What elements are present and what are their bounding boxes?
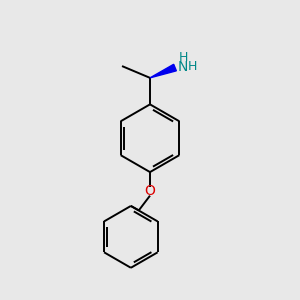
Polygon shape <box>150 64 176 78</box>
Text: H: H <box>188 61 197 74</box>
Text: H: H <box>178 51 188 64</box>
Text: O: O <box>145 184 155 198</box>
Text: N: N <box>178 60 188 74</box>
